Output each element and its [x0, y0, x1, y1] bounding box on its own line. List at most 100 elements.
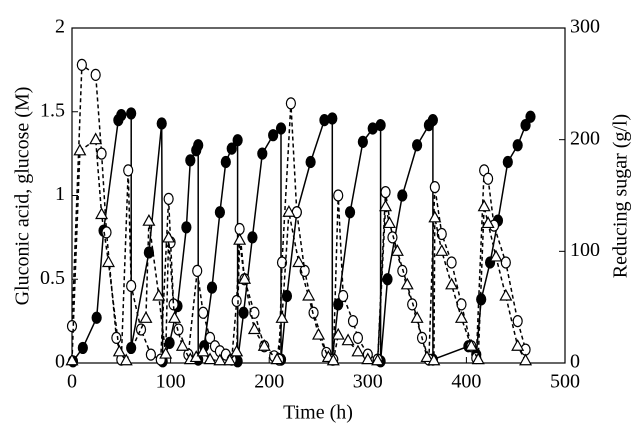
circle-marker — [397, 264, 408, 277]
circle-marker — [135, 323, 147, 336]
circle-marker — [126, 107, 137, 120]
triangle-marker — [203, 352, 217, 365]
circle-marker — [257, 147, 268, 160]
triangle-marker — [223, 353, 237, 366]
y2-tick-label: 300 — [570, 16, 600, 38]
triangle-marker — [270, 352, 284, 365]
circle-marker — [352, 331, 364, 344]
circle-marker — [66, 320, 78, 333]
triangle-marker — [361, 352, 375, 365]
circle-marker — [143, 246, 155, 259]
y2-tick-label: 200 — [570, 127, 600, 149]
y-tick-label: 0.5 — [40, 267, 65, 289]
circle-marker — [500, 256, 511, 269]
y-tick-label: 0 — [55, 351, 65, 373]
circle-marker — [268, 129, 279, 142]
triangle-marker — [162, 230, 176, 243]
triangle-marker — [326, 353, 340, 366]
triangle-marker — [112, 344, 126, 357]
circle-marker — [512, 139, 523, 152]
circle-marker — [123, 164, 134, 177]
triangle-marker — [139, 311, 153, 323]
circle-marker — [525, 110, 536, 123]
circle-marker — [397, 189, 408, 202]
circle-marker — [234, 222, 245, 236]
triangle-marker — [65, 353, 79, 366]
triangle-marker — [400, 277, 414, 290]
circle-marker — [305, 155, 316, 169]
triangle-marker — [275, 311, 289, 323]
x-tick-label: 300 — [353, 371, 383, 393]
triangle-marker — [477, 199, 491, 212]
circle-marker — [173, 323, 184, 336]
circle-marker — [446, 256, 457, 269]
triangle-marker — [420, 350, 434, 363]
triangle-marker — [119, 353, 133, 366]
x-tick-label: 400 — [451, 371, 481, 393]
x-tick-label: 200 — [254, 371, 284, 393]
y2-tick-label: 0 — [570, 351, 580, 373]
triangle-marker — [341, 333, 355, 346]
triangle-marker — [427, 353, 441, 366]
triangle-marker — [435, 244, 449, 256]
circle-marker — [520, 119, 531, 132]
y-tick-label: 1.5 — [40, 99, 65, 121]
triangle-marker — [382, 216, 397, 229]
circle-marker — [427, 114, 438, 127]
triangle-marker — [519, 353, 533, 366]
triangle-marker — [379, 199, 393, 212]
circle-marker — [333, 189, 344, 202]
circle-marker — [193, 139, 204, 152]
series-line — [71, 63, 527, 362]
circle-marker — [407, 298, 418, 311]
circle-marker — [226, 142, 237, 155]
circle-marker — [357, 135, 368, 148]
triangle-marker — [410, 311, 424, 323]
triangle-marker — [175, 339, 189, 351]
circle-marker — [275, 122, 287, 135]
circle-marker — [220, 155, 231, 169]
triangle-marker — [464, 339, 478, 351]
circle-marker — [192, 264, 203, 277]
circle-marker — [96, 147, 107, 160]
circle-marker — [281, 289, 293, 303]
circle-marker — [77, 341, 88, 355]
circle-marker — [482, 172, 494, 185]
triangle-marker — [238, 272, 252, 284]
circle-marker — [347, 315, 359, 328]
circle-marker — [231, 294, 242, 308]
triangle-marker — [445, 277, 459, 290]
circle-marker — [387, 231, 398, 244]
circle-marker — [375, 119, 386, 132]
triangle-marker — [292, 255, 306, 268]
series-line — [71, 138, 527, 363]
y2-tick-label: 100 — [570, 239, 600, 261]
triangle-marker — [282, 205, 296, 217]
triangle-marker — [331, 327, 345, 340]
circle-marker — [232, 134, 243, 147]
y-tick-label: 1 — [55, 183, 65, 205]
circle-marker — [299, 264, 310, 277]
circle-marker — [163, 192, 174, 205]
triangle-marker — [428, 210, 442, 223]
triangle-marker — [489, 249, 503, 262]
circle-marker — [238, 306, 249, 319]
circle-marker — [204, 331, 216, 344]
circle-marker — [344, 206, 356, 219]
triangle-marker — [152, 288, 166, 301]
triangle-marker — [454, 311, 468, 323]
circle-marker — [198, 306, 209, 319]
triangle-marker — [511, 339, 525, 351]
triangle-marker — [390, 244, 404, 256]
circle-marker — [214, 206, 225, 219]
triangle-marker — [159, 346, 173, 359]
triangle-marker — [233, 232, 247, 245]
triangle-marker — [142, 213, 156, 226]
x-tick-label: 100 — [156, 371, 186, 393]
x-tick-label: 500 — [550, 371, 580, 393]
circle-marker — [111, 331, 122, 344]
y-tick-label: 2 — [55, 16, 65, 38]
y2-axis-label: Reducing sugar (g/l) — [610, 114, 632, 278]
triangle-marker — [302, 288, 316, 301]
